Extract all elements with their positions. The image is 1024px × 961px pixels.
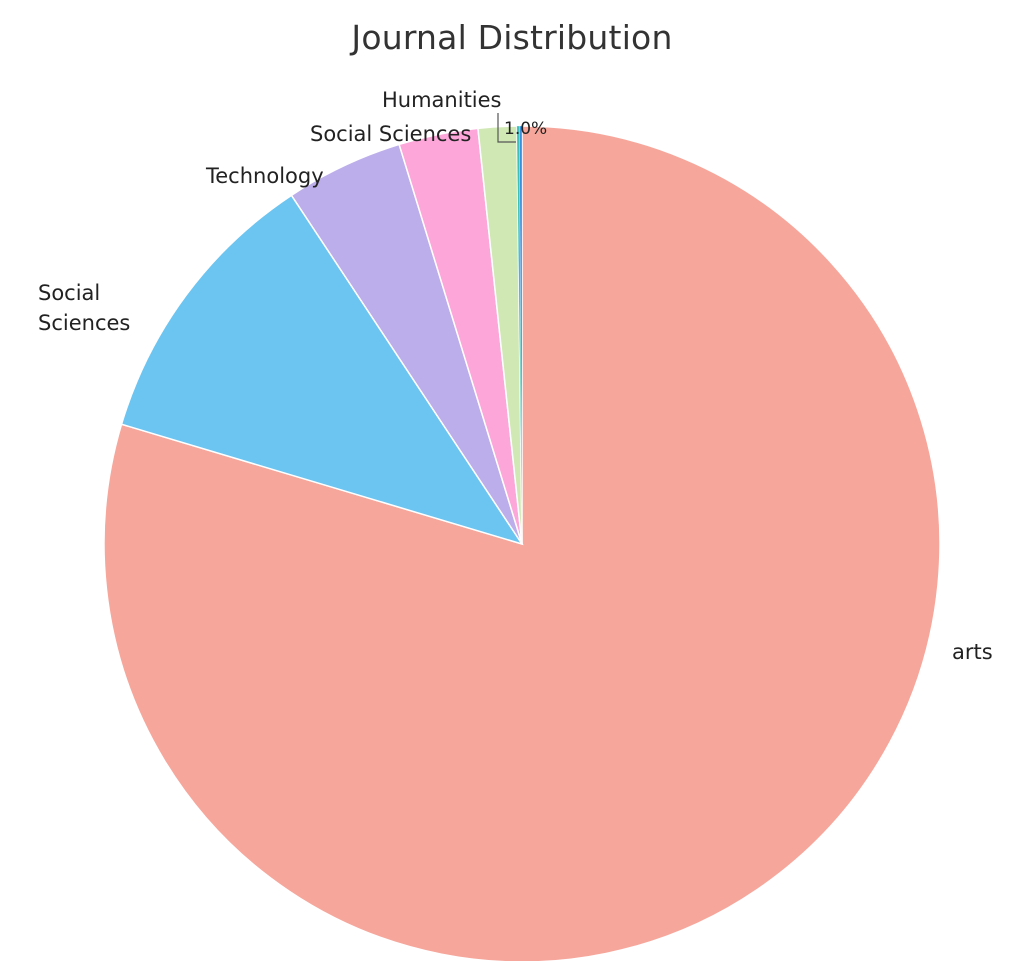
pie-slice-social-sciences-1 [120, 194, 524, 546]
slice-label-2: Technology [205, 164, 324, 188]
pie-slices [103, 125, 941, 961]
slice-label-3: Social Sciences [310, 122, 471, 146]
slice-label-1-line-1: Sciences [38, 311, 130, 335]
slice-label-1-line-0: Social [38, 281, 100, 305]
chart-title: Journal Distribution [351, 18, 673, 57]
slice-label-4: Humanities [382, 88, 502, 112]
small-slice-percent-label: 1.0% [504, 119, 547, 139]
pie-slice-unlabeled-6 [519, 125, 523, 545]
pie-labels: arts Social Sciences Technology Social Scien… [38, 88, 993, 664]
small-slice-leader-line [497, 113, 516, 143]
slice-label-0: arts [952, 640, 993, 664]
pie-slice-arts-0 [103, 125, 941, 961]
